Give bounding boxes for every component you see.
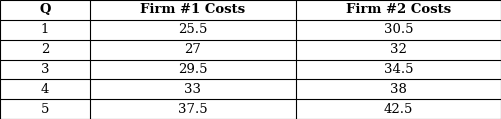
Text: 29.5: 29.5: [178, 63, 207, 76]
Text: 42.5: 42.5: [384, 103, 413, 116]
Text: 30.5: 30.5: [384, 23, 413, 36]
Text: 2: 2: [41, 43, 49, 56]
Text: 27: 27: [184, 43, 201, 56]
Text: Firm #1 Costs: Firm #1 Costs: [140, 3, 245, 16]
Text: 32: 32: [390, 43, 407, 56]
Text: 5: 5: [41, 103, 49, 116]
Text: 34.5: 34.5: [384, 63, 413, 76]
Text: 37.5: 37.5: [178, 103, 208, 116]
Text: 33: 33: [184, 83, 201, 96]
Text: 1: 1: [41, 23, 49, 36]
Text: 3: 3: [41, 63, 49, 76]
Text: 4: 4: [41, 83, 49, 96]
Text: Q: Q: [40, 3, 51, 16]
Text: 38: 38: [390, 83, 407, 96]
Text: 25.5: 25.5: [178, 23, 207, 36]
Text: Firm #2 Costs: Firm #2 Costs: [346, 3, 451, 16]
